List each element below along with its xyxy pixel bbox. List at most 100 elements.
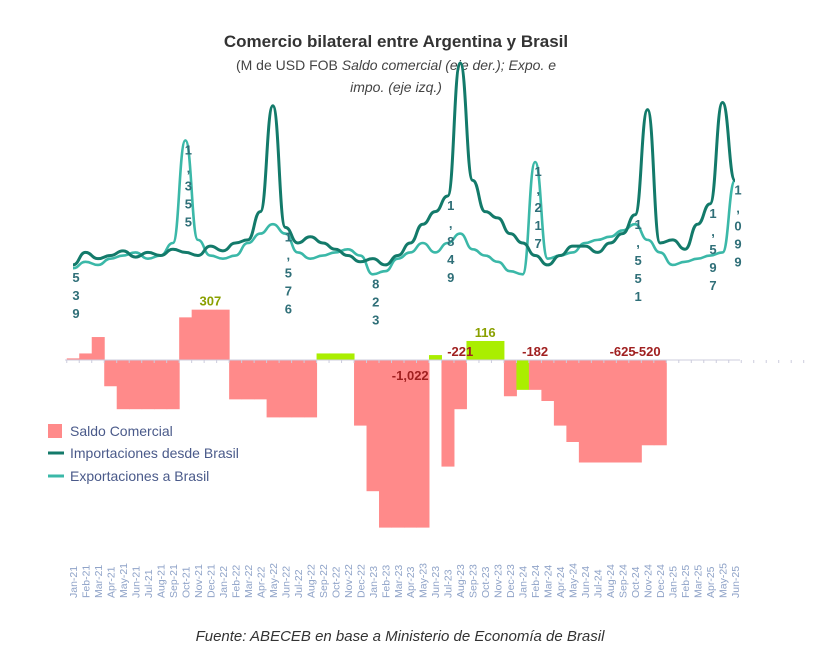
data-label-Nov-24: -520: [635, 344, 661, 359]
data-label-char: 3: [372, 312, 379, 327]
data-label-char: 7: [709, 278, 716, 293]
subtitle-italic: Saldo comercial (eje der.); Expo. e: [342, 57, 556, 73]
saldo-bar-Jul-24: [591, 360, 605, 463]
x-label-Nov-23: Nov-23: [493, 564, 505, 598]
x-label-Nov-24: Nov-24: [643, 564, 655, 598]
saldo-bar-Dec-24: [653, 360, 667, 446]
x-label-Oct-23: Oct-23: [480, 566, 492, 598]
data-label-char: 1: [447, 198, 454, 213]
saldo-bar-Sep-24: [616, 360, 630, 463]
saldo-bar-Feb-21: [79, 353, 93, 360]
saldo-bar-Mar-24: [541, 360, 555, 401]
x-label-Dec-23: Dec-23: [505, 564, 517, 598]
data-label-char: 5: [709, 242, 716, 257]
data-label-char: 1: [634, 217, 641, 232]
x-label-Aug-21: Aug-21: [155, 564, 167, 598]
x-label-May-22: May-22: [268, 563, 280, 598]
saldo-bar-Nov-21: [191, 309, 205, 360]
line-importaciones-desde-brasil: [72, 61, 737, 267]
saldo-bar-Aug-22: [304, 360, 318, 418]
saldo-bar-Oct-24: [628, 360, 642, 463]
saldo-bar-Jan-21: [66, 358, 80, 360]
saldo-bar-Nov-23: [491, 340, 505, 360]
data-label-Jun-22: 1, 5 7 6: [285, 229, 292, 316]
x-axis-labels: Jan-21 Feb-21 Mar-21 Apr-21 May-21 Jun-21 Jul-…: [68, 563, 742, 598]
saldo-bar-Mar-23: [391, 360, 405, 528]
x-label-Apr-24: Apr-24: [555, 566, 567, 598]
series-lines: [72, 61, 737, 276]
x-axis-ticks: [66, 360, 805, 363]
x-label-Oct-24: Oct-24: [630, 566, 642, 598]
x-label-Jul-21: Jul-21: [143, 569, 155, 598]
x-label-Jun-21: Jun-21: [130, 566, 142, 598]
data-label-char: ,: [711, 224, 715, 239]
data-label-char: 1: [285, 229, 292, 244]
data-label-Jan-21: 5 3 9: [72, 270, 79, 321]
saldo-bar-Dec-22: [354, 360, 368, 426]
x-label-Jan-22: Jan-22: [218, 566, 230, 598]
saldo-bar-Sep-23: [466, 340, 480, 360]
x-label-Oct-21: Oct-21: [180, 566, 192, 598]
x-label-Feb-22: Feb-22: [230, 565, 242, 598]
x-label-Aug-22: Aug-22: [305, 564, 317, 598]
legend-label-importaciones: Importaciones desde Brasil: [70, 445, 239, 461]
x-label-Sep-23: Sep-23: [468, 564, 480, 598]
line-exportaciones-a-brasil: [72, 139, 737, 276]
saldo-bar-Apr-23: [404, 360, 417, 528]
data-label-char: 2: [372, 294, 379, 309]
data-label-char: 4: [447, 252, 455, 267]
saldo-bar-Feb-23: [379, 360, 393, 528]
data-label-Aug-23: -221: [447, 344, 473, 359]
x-label-Mar-23: Mar-23: [393, 565, 405, 598]
saldo-bar-Jun-23: [428, 355, 442, 360]
x-label-Jun-22: Jun-22: [280, 566, 292, 598]
x-label-May-24: May-24: [568, 563, 580, 598]
saldo-bar-Jan-22: [216, 309, 230, 360]
saldo-bar-Mar-22: [241, 360, 255, 400]
saldo-bar-Jun-21: [129, 360, 143, 410]
x-label-Aug-23: Aug-23: [455, 564, 467, 598]
data-label-char: ,: [187, 160, 191, 175]
x-label-Feb-24: Feb-24: [530, 565, 542, 598]
saldo-bar-Jul-22: [291, 360, 305, 418]
x-label-Sep-24: Sep-24: [618, 564, 630, 598]
source-note: Fuente: ABECEB en base a Ministerio de E…: [196, 628, 605, 645]
x-label-Jun-23: Jun-23: [430, 566, 442, 598]
x-label-Dec-21: Dec-21: [205, 564, 217, 598]
data-label-char: 7: [535, 236, 542, 251]
data-label-char: 2: [535, 200, 542, 215]
data-label-char: ,: [287, 247, 291, 262]
data-label-char: 5: [72, 270, 79, 285]
saldo-bar-Feb-22: [229, 360, 243, 400]
x-label-Jul-23: Jul-23: [443, 569, 455, 598]
data-label-Jul-23: 1, 8 4 9: [447, 198, 455, 285]
saldo-bar-Jun-22: [279, 360, 293, 418]
data-label-char: 5: [185, 214, 192, 229]
saldo-bar-May-23: [416, 360, 430, 528]
x-label-May-25: May-25: [718, 563, 730, 598]
data-label-char: 1: [535, 218, 542, 233]
x-label-Oct-22: Oct-22: [330, 566, 342, 598]
x-label-Sep-22: Sep-22: [318, 564, 330, 598]
saldo-bar-Apr-24: [553, 360, 567, 426]
saldo-bar-Nov-24: [641, 360, 655, 446]
data-label-char: 1: [535, 164, 542, 179]
saldo-bar-Jul-21: [141, 360, 155, 410]
legend: Saldo Comercial Importaciones desde Bras…: [48, 423, 239, 484]
data-label-char: 3: [185, 178, 192, 193]
data-label-char: 1: [709, 206, 716, 221]
x-label-Jan-24: Jan-24: [518, 566, 530, 598]
chart-subtitle-line1: (M de USD FOB Saldo comercial (eje der.)…: [236, 57, 556, 73]
x-label-Mar-21: Mar-21: [93, 565, 105, 598]
x-label-Mar-22: Mar-22: [243, 565, 255, 598]
saldo-bar-Apr-21: [104, 360, 118, 387]
data-label-char: 9: [72, 306, 79, 321]
x-label-Apr-22: Apr-22: [255, 566, 267, 598]
saldo-bar-Aug-24: [603, 360, 617, 463]
legend-swatch-saldo: [48, 424, 62, 438]
data-labels: 5 3 9 1, 3 5 5 1, 5 7 6 8 2 3 1, 8 4 9 1, 2 1 7 1, 5 5 1 1, 5 9 7 1, 0 9…: [72, 142, 741, 383]
x-label-Jan-23: Jan-23: [368, 566, 380, 598]
data-label-Dec-21: 307: [200, 294, 222, 309]
x-label-Mar-24: Mar-24: [543, 565, 555, 598]
